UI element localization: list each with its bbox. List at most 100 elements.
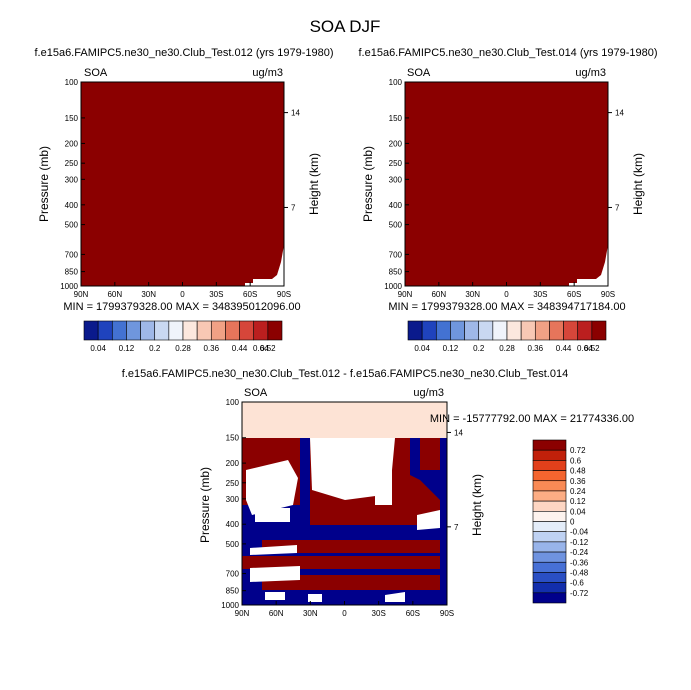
height-tick-label: 7 (615, 203, 620, 212)
x-tick-label: 60N (107, 290, 122, 299)
panel-2-title: f.e15a6.FAMIPC5.ne30_ne30.Club_Test.014 … (358, 47, 657, 59)
colorbar-label: 0.44 (556, 344, 572, 353)
colorbar-label: 0.12 (570, 497, 586, 506)
panel-2-field (405, 82, 608, 286)
x-tick-label: 60S (406, 609, 420, 618)
x-tick-label: 60N (269, 609, 284, 618)
panel-1-colorbar-labels: 0.04 0.12 0.2 0.28 0.36 0.44 0.520.64 (90, 344, 276, 353)
colorbar-box (532, 572, 567, 583)
colorbar-box (492, 320, 508, 341)
x-tick-label: 90S (440, 609, 454, 618)
colorbar-box (532, 551, 567, 563)
colorbar-label: 0.04 (570, 507, 586, 516)
colorbar-box (225, 320, 240, 341)
colorbar-label: -0.24 (570, 548, 589, 557)
colorbar-box (210, 320, 226, 341)
x-tick-label: 90N (235, 609, 250, 618)
height-tick-label: 7 (291, 203, 296, 212)
colorbar-label: 0.04 (414, 344, 430, 353)
y-tick-label: 1000 (384, 282, 402, 291)
colorbar-label: 0.28 (499, 344, 515, 353)
panel-1-height-ticks: 14 7 (284, 109, 300, 212)
colorbar-box (532, 439, 567, 451)
colorbar-box (182, 320, 198, 341)
panel-2-colorbar (407, 320, 607, 341)
x-tick-label: 90N (398, 290, 413, 299)
colorbar-label: -0.48 (570, 568, 589, 577)
x-tick-label: 30N (465, 290, 480, 299)
colorbar-label: 0.6 (570, 456, 582, 465)
x-tick-label: 60S (243, 290, 257, 299)
colorbar-box (577, 320, 593, 341)
panel-2-units-label: ug/m3 (575, 67, 606, 79)
panel-2-height-ticks: 14 7 (608, 109, 624, 212)
colorbar-box (253, 320, 269, 341)
x-tick-label: 30S (209, 290, 223, 299)
colorbar-box (168, 320, 184, 341)
panel-1-min-max: MIN = 1799379328.00 MAX = 348395012096.0… (63, 301, 300, 313)
colorbar-box (450, 320, 465, 341)
colorbar-label: 0.24 (570, 487, 586, 496)
panel-2-y-ticks: 100 150 200 250 300 400 500 700 850 1000 (384, 78, 409, 291)
height-tick-label: 14 (454, 428, 463, 437)
colorbar-box (532, 470, 567, 482)
colorbar-label: -0.6 (570, 579, 584, 588)
colorbar-label: -0.72 (570, 589, 589, 598)
x-tick-label: 30N (303, 609, 318, 618)
panel-3-ylabel-right: Height (km) (470, 474, 484, 536)
colorbar-box (563, 320, 579, 341)
colorbar-box (267, 320, 283, 341)
x-tick-label: 0 (504, 290, 509, 299)
x-tick-label: 30S (372, 609, 386, 618)
panel-2: f.e15a6.FAMIPC5.ne30_ne30.Club_Test.014 … (358, 47, 657, 353)
colorbar-label: 0 (570, 518, 575, 527)
panel-3-title: f.e15a6.FAMIPC5.ne30_ne30.Club_Test.012 … (122, 368, 568, 380)
colorbar-box (111, 320, 127, 341)
y-tick-label: 700 (65, 250, 79, 259)
colorbar-box (435, 320, 451, 341)
y-tick-label: 250 (65, 159, 79, 168)
panel-2-x-ticks: 90N 60N 30N 0 30S 60S 90S (398, 282, 615, 299)
panel-3-x-ticks: 90N 60N 30N 0 30S 60S 90S (235, 601, 454, 618)
y-tick-label: 150 (389, 114, 403, 123)
colorbar-label: 0.44 (232, 344, 248, 353)
y-tick-label: 400 (389, 201, 403, 210)
y-tick-label: 200 (65, 139, 79, 148)
colorbar-box (532, 561, 567, 573)
colorbar-box (532, 480, 567, 492)
panel-1-field-label: SOA (84, 67, 108, 79)
colorbar-box (407, 320, 423, 341)
y-tick-label: 500 (226, 540, 240, 549)
y-tick-label: 850 (226, 587, 240, 596)
colorbar-box (532, 511, 567, 522)
colorbar-box (478, 320, 494, 341)
colorbar-box (532, 582, 567, 594)
colorbar-box (532, 500, 567, 512)
y-tick-label: 100 (65, 78, 79, 87)
panel-3-y-ticks: 100 150 200 250 300 400 500 700 850 1000 (221, 398, 246, 610)
colorbar-box (97, 320, 113, 341)
y-tick-label: 400 (226, 520, 240, 529)
x-tick-label: 90S (277, 290, 291, 299)
colorbar-label: 0.28 (175, 344, 191, 353)
x-tick-label: 30N (141, 290, 156, 299)
colorbar-box (532, 521, 567, 532)
colorbar-label: 0.36 (203, 344, 219, 353)
colorbar-label: 0.64 (577, 344, 593, 353)
panel-3-ylabel: Pressure (mb) (198, 467, 212, 543)
panel-3-zero-regions (246, 438, 440, 602)
colorbar-box (154, 320, 170, 341)
height-tick-label: 7 (454, 523, 459, 532)
colorbar-box (421, 320, 437, 341)
colorbar-label: 0.2 (149, 344, 161, 353)
panel-2-min-max: MIN = 1799379328.00 MAX = 348394717184.0… (388, 301, 625, 313)
y-tick-label: 1000 (60, 282, 78, 291)
colorbar-label: 0.36 (570, 477, 586, 486)
y-tick-label: 500 (65, 221, 79, 230)
colorbar-box (239, 320, 255, 341)
panel-1-units-label: ug/m3 (252, 67, 283, 79)
colorbar-label: 0.36 (527, 344, 543, 353)
panel-1-ylabel: Pressure (mb) (37, 146, 51, 222)
colorbar-box (126, 320, 141, 341)
